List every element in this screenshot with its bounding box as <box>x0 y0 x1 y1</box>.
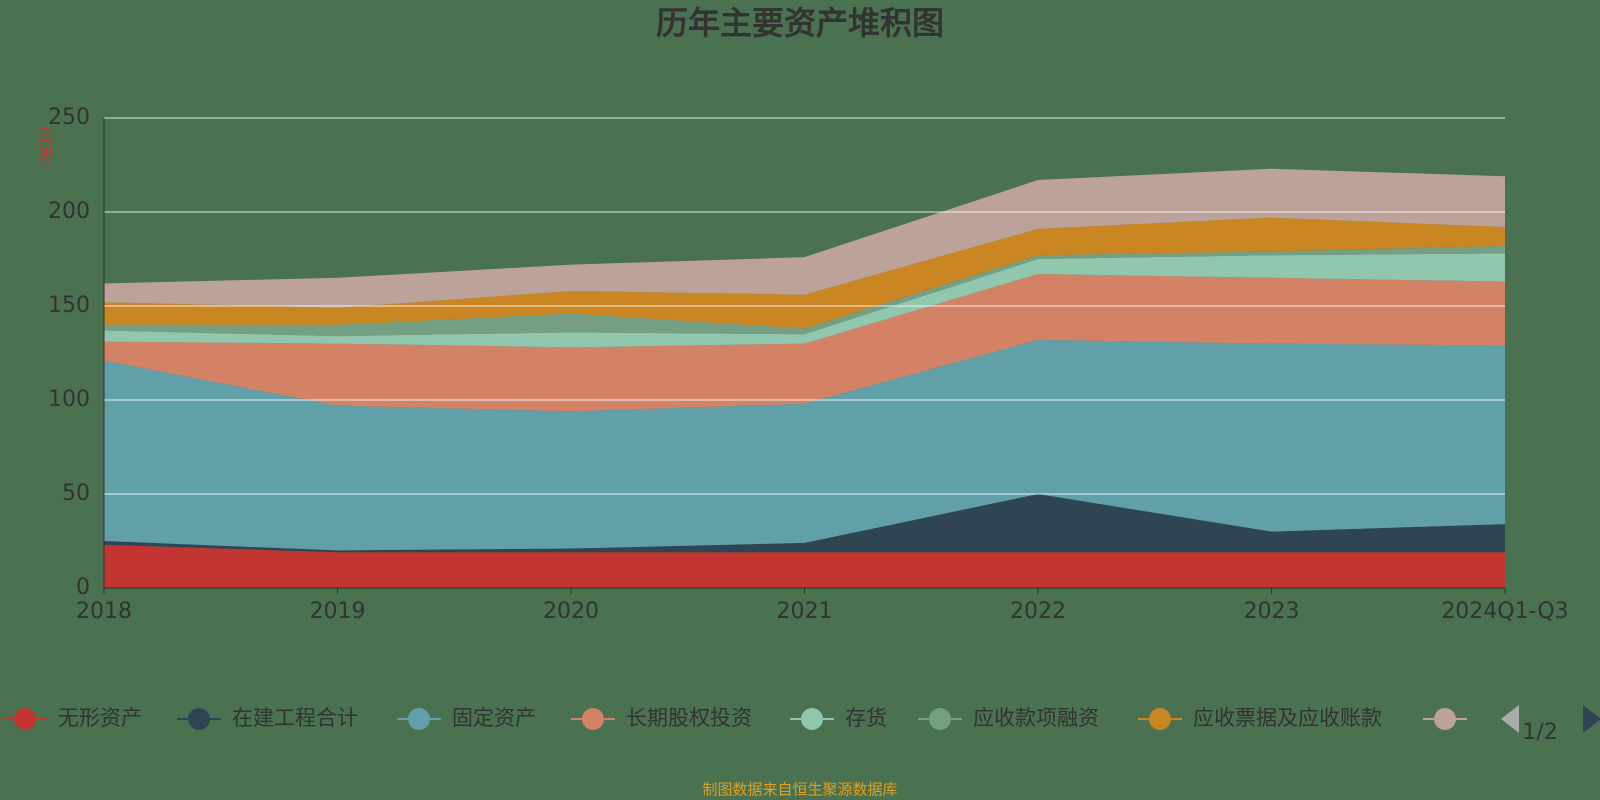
legend-label: 应收票据及应收账款 <box>1193 706 1382 730</box>
legend-marker <box>1149 708 1171 730</box>
legend-marker <box>801 708 823 730</box>
x-tick-label: 2024Q1-Q3 <box>1441 599 1568 624</box>
legend-marker <box>408 708 430 730</box>
x-tick-label: 2020 <box>543 599 599 624</box>
y-tick-label: 100 <box>48 387 90 412</box>
area <box>104 274 1505 412</box>
area <box>104 168 1505 308</box>
legend-page: 1/2 <box>1522 720 1557 745</box>
x-tick-label: 2018 <box>76 599 132 624</box>
legend-marker <box>1434 708 1456 730</box>
legend-marker <box>14 708 36 730</box>
legend-label: 固定资产 <box>452 706 536 730</box>
legend-label: 存货 <box>845 706 887 730</box>
x-tick-label: 2023 <box>1244 599 1300 624</box>
legend-prev[interactable] <box>1501 705 1519 733</box>
legend-label: 应收款项融资 <box>973 706 1099 730</box>
legend-label: 在建工程合计 <box>232 706 358 730</box>
legend-next[interactable] <box>1583 705 1600 733</box>
y-tick-label: 200 <box>48 199 90 224</box>
legend-marker <box>582 708 604 730</box>
y-tick-label: 0 <box>76 575 90 600</box>
source-note: 制图数据来自恒生聚源数据库 <box>702 781 897 799</box>
area <box>104 544 1505 588</box>
legend-label: 无形资产 <box>58 706 142 730</box>
x-tick-label: 2021 <box>777 599 833 624</box>
y-tick-label: 250 <box>48 105 90 130</box>
x-tick-label: 2019 <box>310 599 366 624</box>
y-axis-label: (亿元) <box>36 127 52 166</box>
y-tick-label: 50 <box>62 481 90 506</box>
chart-title: 历年主要资产堆积图 <box>656 4 944 42</box>
area <box>104 253 1505 348</box>
area <box>104 494 1505 553</box>
x-tick-label: 2022 <box>1010 599 1066 624</box>
area <box>104 339 1505 551</box>
y-tick-label: 150 <box>48 293 90 318</box>
legend-label: 长期股权投资 <box>626 706 752 730</box>
area <box>104 217 1505 329</box>
legend-marker <box>929 708 951 730</box>
legend-marker <box>188 708 210 730</box>
area <box>104 245 1505 337</box>
